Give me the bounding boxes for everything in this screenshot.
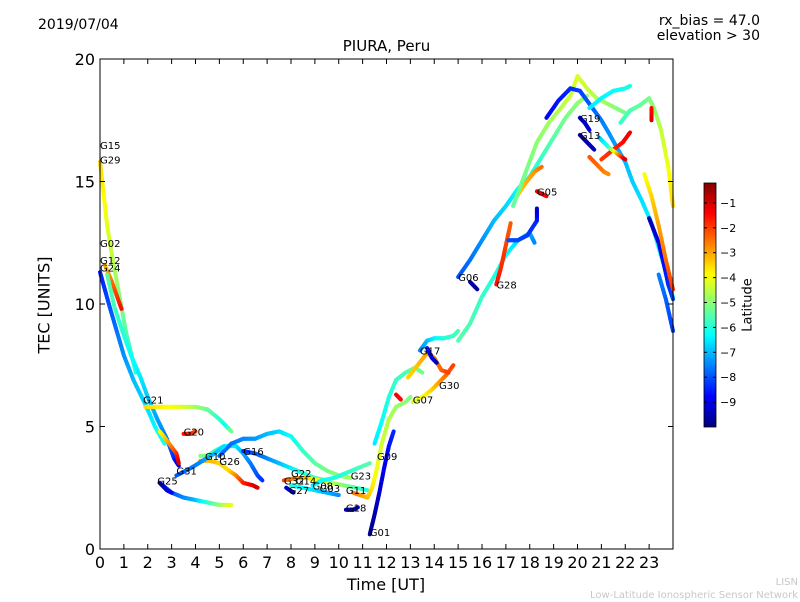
- satellite-label: G02: [100, 239, 120, 250]
- x-tick-label: 0: [95, 553, 105, 572]
- colorbar-tick-label: −1: [720, 197, 736, 210]
- satellite-label: G24: [100, 263, 120, 274]
- track-segment: [163, 442, 164, 444]
- x-tick-label: 2: [143, 553, 153, 572]
- colorbar-tick-label: −3: [720, 247, 736, 260]
- colorbar: [704, 183, 716, 427]
- satellite-label: G27: [289, 486, 309, 497]
- satellite-track: [644, 174, 673, 289]
- satellite-label: G09: [377, 452, 397, 463]
- satellite-label: G19: [580, 114, 600, 125]
- colorbar-tick-label: −4: [720, 272, 736, 285]
- track-segment: [476, 288, 477, 289]
- x-tick-label: 12: [376, 553, 396, 572]
- x-tick-label: 19: [543, 553, 563, 572]
- satellite-label: G01: [370, 528, 390, 539]
- colorbar-tick-label: −2: [720, 222, 736, 235]
- satellite-label: G06: [458, 273, 478, 284]
- x-tick-label: 17: [496, 553, 516, 572]
- satellite-track: [620, 98, 673, 206]
- colorbar-tick-label: −8: [720, 371, 736, 384]
- satellite-label: G26: [219, 457, 239, 468]
- x-tick-label: 20: [567, 553, 587, 572]
- x-tick-label: 15: [448, 553, 468, 572]
- colorbar-tick-label: −7: [720, 346, 736, 359]
- x-tick-label: 4: [190, 553, 200, 572]
- x-tick-label: 10: [329, 553, 349, 572]
- colorbar-tick-label: −9: [720, 396, 736, 409]
- track-segment: [223, 446, 224, 447]
- satellite-label: G17: [420, 347, 440, 358]
- y-tick-label: 0: [85, 540, 95, 559]
- x-tick-label: 21: [591, 553, 611, 572]
- x-tick-label: 16: [472, 553, 492, 572]
- y-tick-label: 20: [75, 50, 95, 69]
- track-segment: [629, 133, 630, 134]
- satellite-label: G20: [184, 427, 204, 438]
- track-segment: [436, 362, 437, 363]
- satellite-label: G21: [143, 396, 163, 407]
- y-tick-label: 5: [85, 418, 95, 437]
- track-segment: [231, 431, 232, 432]
- satellite-label: G07: [413, 396, 433, 407]
- track-segment: [624, 159, 625, 160]
- track-segment: [393, 431, 394, 433]
- satellite-track: [589, 157, 608, 174]
- track-segment: [624, 112, 625, 113]
- y-tick-label: 15: [75, 173, 95, 192]
- satellite-label: G13: [580, 131, 600, 142]
- tec-tracks: [100, 76, 673, 534]
- x-tick-label: 3: [167, 553, 177, 572]
- track-segment: [510, 223, 511, 226]
- satellite-label: G31: [176, 467, 196, 478]
- x-tick-label: 13: [400, 553, 420, 572]
- track-segment: [452, 365, 453, 366]
- satellite-label: G25: [157, 476, 177, 487]
- track-segment: [589, 129, 590, 130]
- satellite-label: G15: [100, 141, 120, 152]
- y-tick-label: 10: [75, 295, 95, 314]
- x-tick-label: 1: [119, 553, 129, 572]
- satellite-label: G23: [351, 472, 371, 483]
- satellite-label: G18: [346, 503, 366, 514]
- satellite-label: G05: [537, 187, 557, 198]
- x-tick-label: 18: [520, 553, 540, 572]
- satellite-label: G28: [496, 280, 516, 291]
- track-segment: [400, 399, 401, 400]
- track-segment: [410, 397, 411, 398]
- colorbar-tick-label: −6: [720, 321, 736, 334]
- x-tick-label: 9: [310, 553, 320, 572]
- track-segment: [541, 167, 542, 168]
- track-segment: [593, 149, 594, 150]
- satellite-label: G11: [346, 486, 366, 497]
- track-segment: [534, 242, 535, 243]
- satellite-track: [219, 431, 350, 478]
- track-segment: [421, 372, 422, 373]
- track-segment: [262, 480, 263, 481]
- satellite-label: G03: [320, 484, 340, 495]
- satellite-label: G16: [243, 447, 263, 458]
- x-tick-label: 22: [615, 553, 635, 572]
- x-tick-label: 11: [352, 553, 372, 572]
- x-tick-label: 5: [214, 553, 224, 572]
- x-tick-label: 23: [639, 553, 659, 572]
- satellite-label: G30: [439, 381, 459, 392]
- x-tick-label: 6: [238, 553, 248, 572]
- satellite-track: [396, 395, 401, 400]
- x-tick-label: 14: [424, 553, 444, 572]
- track-segment: [120, 306, 121, 309]
- x-tick-label: 8: [286, 553, 296, 572]
- colorbar-tick-label: −5: [720, 297, 736, 310]
- x-tick-label: 7: [262, 553, 272, 572]
- track-segment: [368, 463, 369, 464]
- satellite-label: G29: [100, 155, 120, 166]
- track-segment: [458, 331, 459, 332]
